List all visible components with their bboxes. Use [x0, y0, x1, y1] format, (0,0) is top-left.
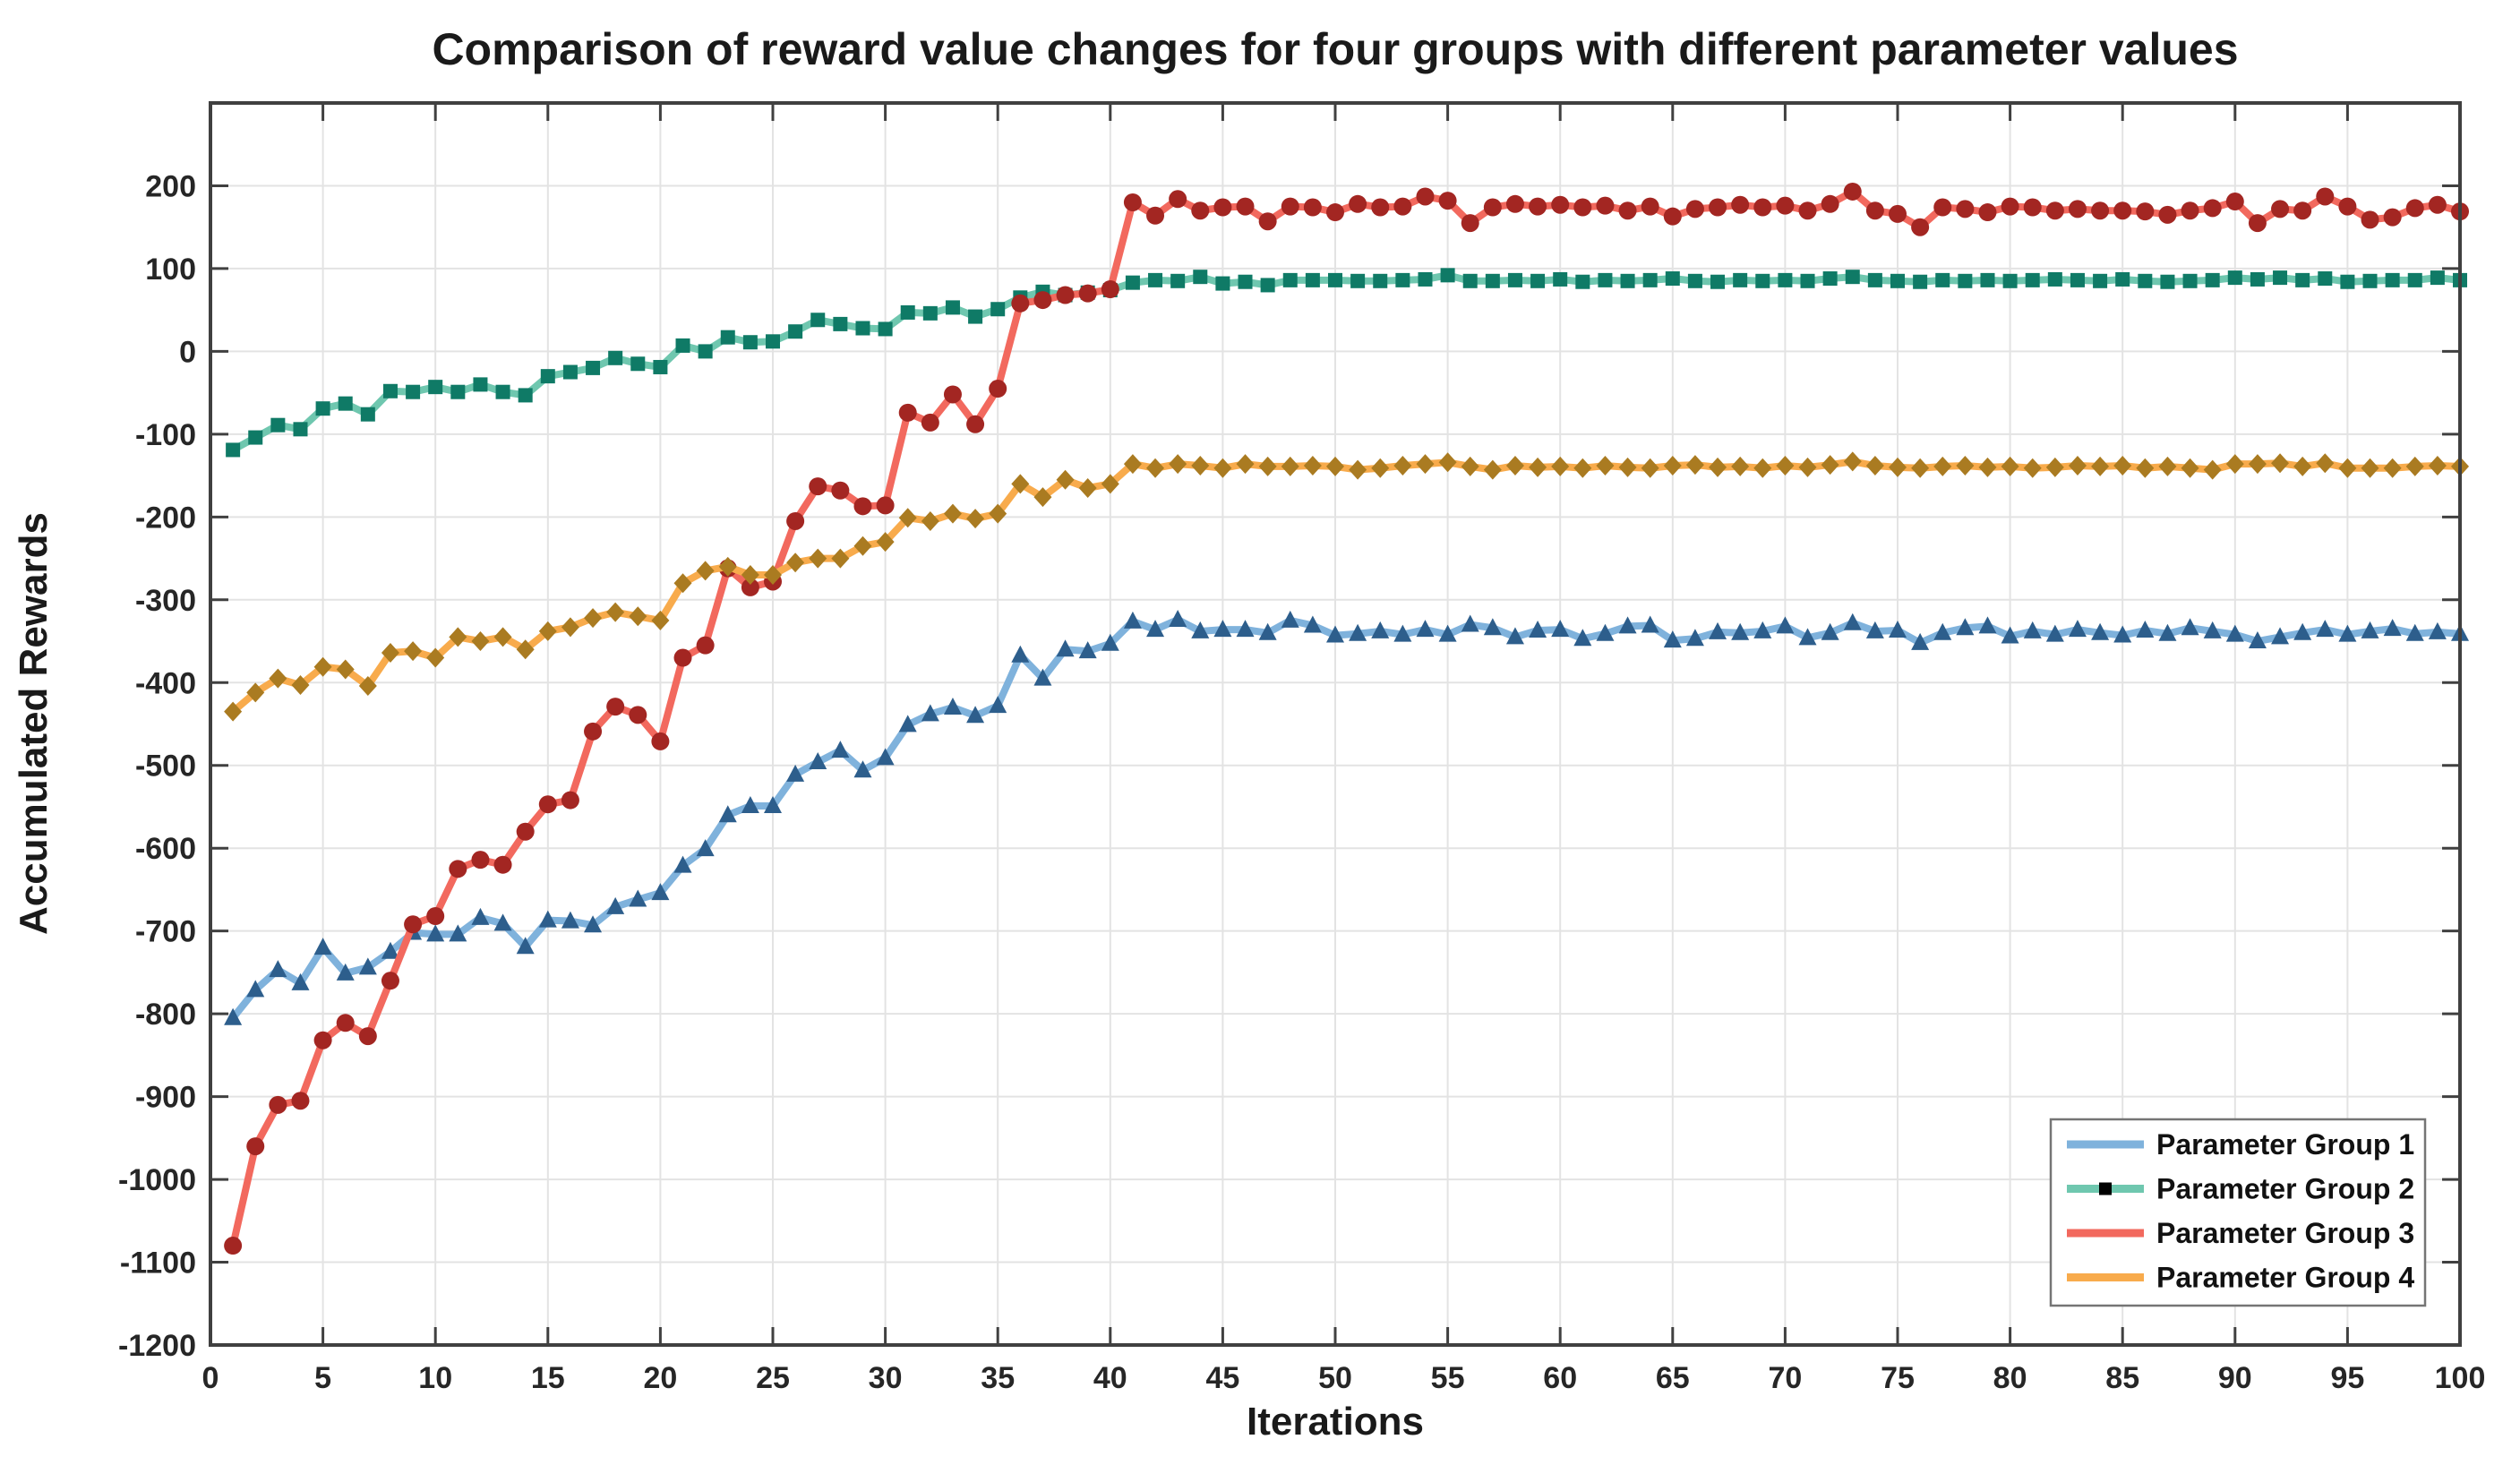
legend-label: Parameter Group 2 — [2156, 1173, 2414, 1205]
x-tick-label: 30 — [869, 1361, 903, 1395]
chart-title: Comparison of reward value changes for f… — [432, 24, 2238, 74]
legend-label: Parameter Group 4 — [2156, 1262, 2414, 1294]
x-tick-label: 0 — [202, 1361, 219, 1395]
x-tick-label: 100 — [2435, 1361, 2486, 1395]
x-tick-label: 20 — [643, 1361, 677, 1395]
circle-markers — [224, 182, 2469, 1255]
y-tick-label: -500 — [135, 750, 196, 784]
legend-square-marker — [2099, 1182, 2112, 1195]
x-tick-labels: 0 5 10 15 20 25 30 35 40 45 50 55 60 65 70 75 80 85 90 95 10… — [202, 1361, 2486, 1395]
x-tick-label: 40 — [1093, 1361, 1127, 1395]
axis-ticks — [209, 103, 2462, 1347]
x-tick-label: 60 — [1543, 1361, 1577, 1395]
x-tick-label: 95 — [2330, 1361, 2364, 1395]
x-tick-label: 90 — [2218, 1361, 2252, 1395]
series-parameter-group-4 — [224, 451, 2469, 722]
y-tick-label: -100 — [135, 418, 196, 452]
x-tick-label: 75 — [1881, 1361, 1915, 1395]
x-axis-label: Iterations — [1247, 1400, 1424, 1444]
x-tick-label: 45 — [1205, 1361, 1239, 1395]
x-tick-label: 70 — [1768, 1361, 1802, 1395]
x-tick-label: 85 — [2105, 1361, 2139, 1395]
legend-item-parameter-group-1: Parameter Group 1 — [2067, 1128, 2414, 1161]
x-tick-label: 10 — [418, 1361, 452, 1395]
legend: Parameter Group 1 Parameter Group 2 Parame… — [2049, 1118, 2427, 1307]
y-tick-label: -300 — [135, 584, 196, 618]
legend-item-parameter-group-4: Parameter Group 4 — [2067, 1262, 2414, 1294]
y-tick-label: 0 — [179, 335, 196, 369]
y-tick-label: 100 — [145, 253, 196, 287]
y-tick-label: -1000 — [118, 1163, 196, 1197]
legend-item-parameter-group-3: Parameter Group 3 — [2067, 1217, 2414, 1249]
x-tick-label: 15 — [531, 1361, 565, 1395]
series-parameter-group-2 — [226, 268, 2467, 458]
y-tick-label: -200 — [135, 501, 196, 535]
x-tick-label: 65 — [1656, 1361, 1690, 1395]
y-axis-label: Accumulated Rewards — [12, 512, 56, 935]
legend-item-parameter-group-2: Parameter Group 2 — [2067, 1173, 2414, 1205]
y-tick-label: -900 — [135, 1081, 196, 1115]
y-tick-label: 200 — [145, 169, 196, 203]
square-markers — [226, 268, 2467, 458]
y-tick-label: -700 — [135, 915, 196, 949]
x-tick-label: 25 — [756, 1361, 790, 1395]
triangle-markers — [224, 609, 2469, 1025]
x-tick-label: 35 — [981, 1361, 1015, 1395]
diamond-markers — [224, 451, 2469, 722]
legend-label: Parameter Group 3 — [2156, 1217, 2414, 1249]
series-parameter-group-3 — [224, 182, 2469, 1255]
x-tick-label: 55 — [1431, 1361, 1465, 1395]
x-tick-label: 50 — [1318, 1361, 1352, 1395]
series-parameter-group-1 — [224, 609, 2469, 1025]
y-tick-label: -1100 — [120, 1247, 196, 1281]
y-tick-label: -800 — [135, 998, 196, 1032]
x-tick-label: 5 — [314, 1361, 331, 1395]
x-tick-label: 80 — [1993, 1361, 2027, 1395]
legend-label: Parameter Group 1 — [2156, 1128, 2414, 1161]
y-tick-label: -600 — [135, 832, 196, 866]
y-tick-label: -1200 — [118, 1329, 196, 1363]
y-tick-label: -400 — [135, 666, 196, 700]
y-tick-labels: -1200-1100-1000-900-800-700-600-500-400-… — [118, 169, 196, 1363]
